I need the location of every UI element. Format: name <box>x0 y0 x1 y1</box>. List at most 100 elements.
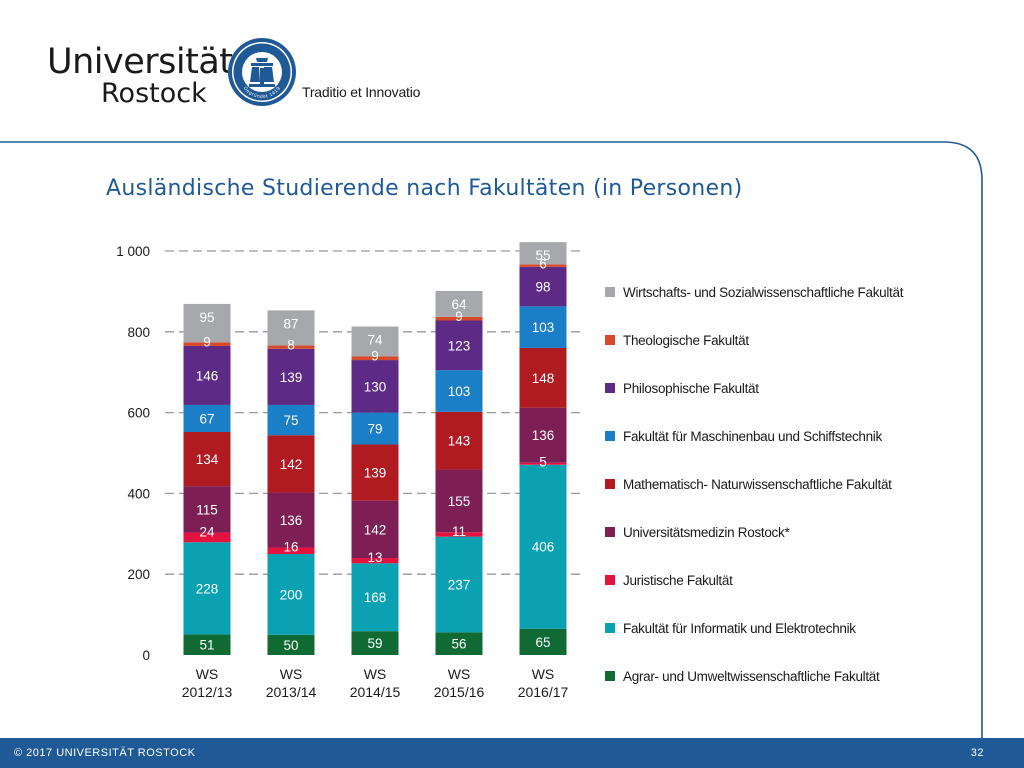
bar-segment <box>351 326 399 357</box>
bar-segment <box>519 464 567 629</box>
legend-item: Wirtschafts- und Sozialwissenschaftliche… <box>605 282 903 302</box>
bar-data-label: 8 <box>287 338 295 353</box>
legend-item: Philosophische Fakultät <box>605 378 759 398</box>
bar-data-label: 6 <box>539 256 547 271</box>
bar-segment <box>267 554 315 635</box>
x-tick-label: 2016/17 <box>518 684 569 700</box>
x-tick-label: WS <box>364 666 387 682</box>
bar-data-label: 59 <box>367 636 382 651</box>
bar-segment <box>351 412 399 445</box>
bar-segment <box>183 634 231 655</box>
y-tick-label: 0 <box>142 648 150 663</box>
legend-label: Universitätsmedizin Rostock* <box>623 524 790 540</box>
bar-data-label: 148 <box>532 371 555 386</box>
bar-segment <box>519 407 567 463</box>
bar-data-label: 51 <box>199 638 214 653</box>
bar-segment <box>267 634 315 655</box>
bar-data-label: 64 <box>451 297 467 312</box>
bar-segment <box>435 370 483 412</box>
y-tick-label: 1 000 <box>116 244 150 259</box>
x-tick-label: WS <box>532 666 555 682</box>
legend-swatch <box>605 623 615 633</box>
bar-segment <box>519 628 567 655</box>
logo-line2: Rostock <box>101 78 207 109</box>
legend-swatch <box>605 335 615 345</box>
bar-segment <box>351 360 399 413</box>
bar-segment <box>351 444 399 501</box>
bar-segment <box>435 469 483 533</box>
footer-copyright: © 2017 UNIVERSITÄT ROSTOCK <box>14 747 196 759</box>
bar-segment <box>183 303 231 343</box>
bar-segment <box>351 563 399 632</box>
legend-swatch <box>605 527 615 537</box>
legend-swatch <box>605 575 615 585</box>
bar-segment <box>519 462 567 465</box>
bar-segment <box>183 431 231 487</box>
bar-data-label: 130 <box>364 379 387 394</box>
legend-label: Mathematisch- Naturwissenschaftliche Fak… <box>623 476 892 492</box>
legend-label: Wirtschafts- und Sozialwissenschaftliche… <box>623 284 904 300</box>
bar-data-label: 65 <box>535 635 550 650</box>
legend-item: Fakultät für Maschinenbau und Schiffstec… <box>605 426 882 446</box>
bar-segment <box>183 542 231 635</box>
bar-segment <box>435 316 483 321</box>
legend-item: Juristische Fakultät <box>605 570 733 590</box>
bar-segment <box>267 348 315 405</box>
bar-data-label: 50 <box>283 638 298 653</box>
bar-data-label: 16 <box>283 540 298 555</box>
x-tick-label: 2012/13 <box>182 684 233 700</box>
bar-segment <box>183 532 231 543</box>
bar-segment <box>435 411 483 470</box>
bar-segment <box>351 631 399 655</box>
bar-data-label: 228 <box>196 581 219 596</box>
bar-segment <box>435 632 483 655</box>
bar-data-label: 55 <box>535 248 550 263</box>
bar-data-label: 67 <box>199 411 214 426</box>
slide-title: Ausländische Studierende nach Fakultäten… <box>106 176 743 201</box>
bar-segment <box>267 435 315 493</box>
bar-segment <box>267 310 315 346</box>
bar-data-label: 136 <box>532 428 555 443</box>
bar-segment <box>183 486 231 533</box>
y-tick-label: 800 <box>127 325 150 340</box>
bar-data-label: 103 <box>532 320 555 335</box>
bar-data-label: 74 <box>367 333 383 348</box>
legend-swatch <box>605 431 615 441</box>
legend-label: Fakultät für Maschinenbau und Schiffstec… <box>623 428 882 444</box>
bar-data-label: 24 <box>199 525 215 540</box>
bar-data-label: 200 <box>280 587 303 602</box>
legend-label: Agrar- und Umweltwissenschaftliche Fakul… <box>623 668 880 684</box>
bar-data-label: 136 <box>280 513 303 528</box>
bar-data-label: 123 <box>448 338 471 353</box>
legend-swatch <box>605 671 615 681</box>
bar-data-label: 139 <box>280 370 303 385</box>
bar-segment <box>267 492 315 548</box>
bar-segment <box>435 532 483 537</box>
x-tick-label: 2015/16 <box>434 684 485 700</box>
motto: Traditio et Innovatio <box>302 84 421 100</box>
page-number: 32 <box>970 747 984 759</box>
bar-data-label: 134 <box>196 452 219 467</box>
bar-data-label: 168 <box>364 590 387 605</box>
bar-segment <box>519 264 567 267</box>
bar-segment <box>519 306 567 348</box>
bar-data-label: 13 <box>367 550 382 565</box>
bar-data-label: 95 <box>199 310 214 325</box>
bar-segment <box>183 342 231 346</box>
bar-data-label: 406 <box>532 540 555 555</box>
x-tick-label: 2014/15 <box>350 684 401 700</box>
bar-data-label: 98 <box>535 280 550 295</box>
legend-swatch <box>605 383 615 393</box>
x-tick-label: WS <box>448 666 471 682</box>
bar-segment <box>519 347 567 408</box>
university-logo: Universität Rostock <box>47 44 233 108</box>
bar-segment <box>519 266 567 307</box>
bar-segment <box>351 356 399 361</box>
legend-swatch <box>605 287 615 297</box>
bar-data-label: 103 <box>448 384 471 399</box>
bar-segment <box>267 547 315 554</box>
x-tick-label: 2013/14 <box>266 684 317 700</box>
bar-segment <box>183 404 231 432</box>
bar-data-label: 87 <box>283 316 298 331</box>
